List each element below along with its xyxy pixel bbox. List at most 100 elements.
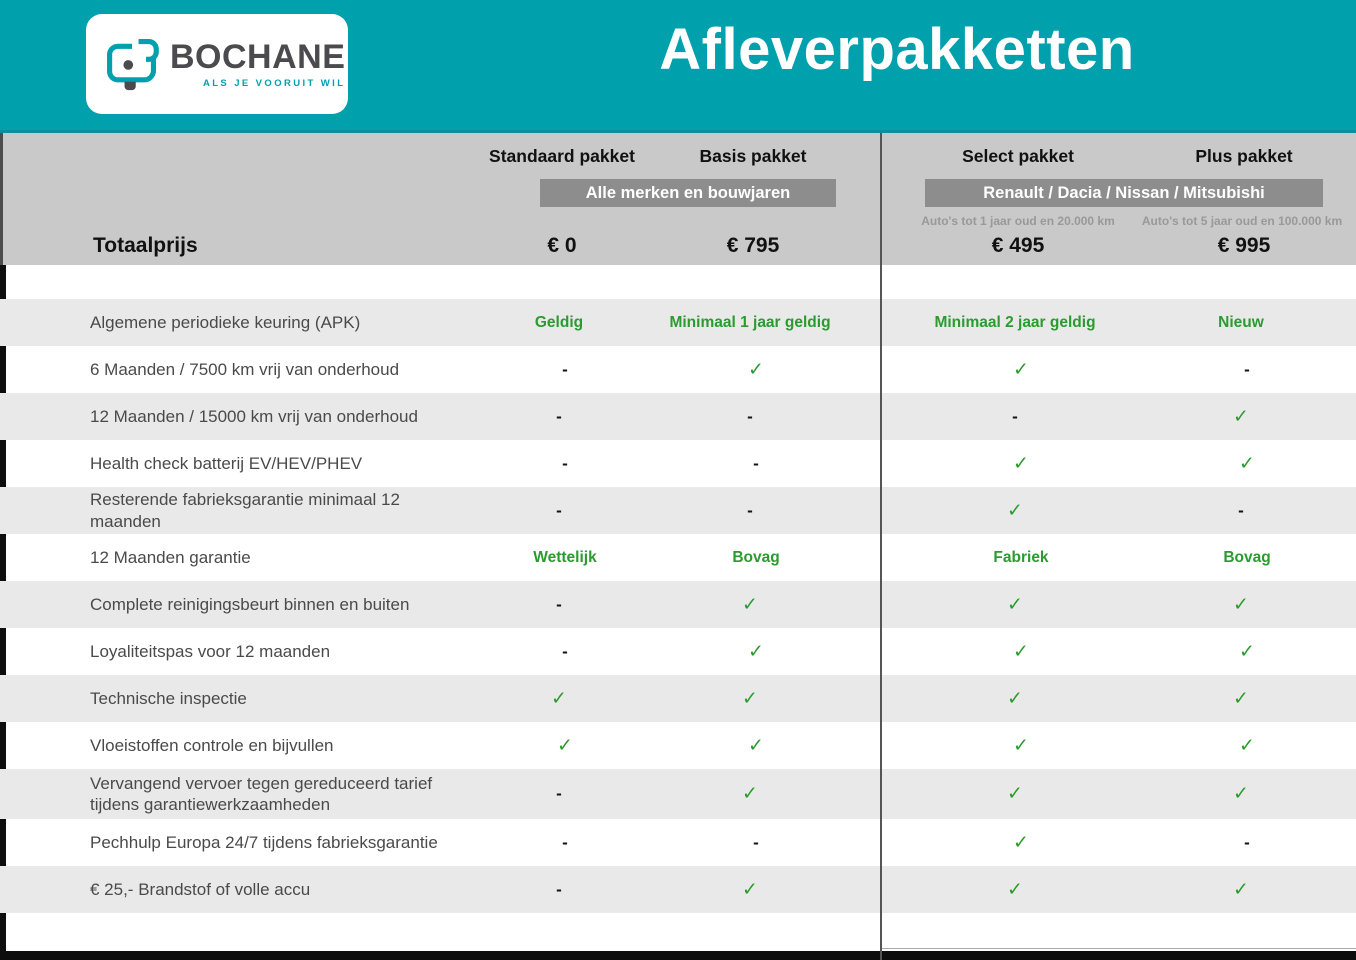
group-band-renault-group: Renault / Dacia / Nissan / Mitsubishi bbox=[925, 179, 1323, 207]
value-basis: - bbox=[747, 406, 753, 426]
value-plus: ✓ bbox=[1233, 594, 1249, 615]
car-logo-icon bbox=[104, 35, 160, 98]
value-basis: ✓ bbox=[748, 359, 764, 380]
package-note-select: Auto's tot 1 jaar oud en 20.000 km bbox=[921, 214, 1115, 228]
brand-name: BOCHANE bbox=[170, 37, 346, 76]
value-plus: ✓ bbox=[1239, 735, 1255, 756]
page-header: BOCHANE ALS JE VOORUIT WIL Afleverpakket… bbox=[0, 0, 1356, 133]
value-standaard: - bbox=[562, 641, 568, 661]
value-select: ✓ bbox=[1007, 688, 1023, 709]
feature-label: 12 Maanden garantie bbox=[90, 547, 251, 567]
value-standaard: Wettelijk bbox=[533, 548, 597, 566]
table-row: 12 Maanden / 15000 km vrij van onderhoud… bbox=[0, 393, 1356, 440]
feature-label: Algemene periodieke keuring (APK) bbox=[90, 312, 361, 332]
price-select: € 495 bbox=[991, 234, 1045, 257]
package-title-basis: Basis pakket bbox=[699, 146, 807, 166]
feature-label: Loyaliteitspas voor 12 maanden bbox=[90, 641, 331, 661]
table-top-spacer bbox=[0, 265, 1356, 299]
value-basis: ✓ bbox=[742, 594, 758, 615]
value-standaard: - bbox=[562, 832, 568, 852]
value-basis: ✓ bbox=[748, 735, 764, 756]
value-standaard: - bbox=[556, 879, 562, 899]
table-row: Vervangend vervoer tegen gereduceerd tar… bbox=[0, 769, 1356, 819]
table-row: Resterende fabrieksgarantie minimaal 12 … bbox=[0, 487, 1356, 534]
pricing-header: Standaard pakket Basis pakket Select pak… bbox=[0, 133, 1356, 265]
page-bottom-border bbox=[0, 951, 1356, 960]
value-basis: - bbox=[747, 500, 753, 520]
price-plus: € 995 bbox=[1217, 234, 1271, 257]
value-standaard: - bbox=[556, 406, 562, 426]
value-plus: ✓ bbox=[1239, 641, 1255, 662]
package-title-standaard: Standaard pakket bbox=[489, 146, 635, 166]
value-select: ✓ bbox=[1007, 594, 1023, 615]
value-select: ✓ bbox=[1007, 500, 1023, 521]
table-row: 6 Maanden / 7500 km vrij van onderhoud -… bbox=[0, 346, 1356, 393]
value-standaard: - bbox=[556, 784, 562, 803]
value-plus: ✓ bbox=[1239, 453, 1255, 474]
brand-tagline: ALS JE VOORUIT WIL bbox=[202, 77, 346, 89]
value-plus: - bbox=[1238, 500, 1244, 520]
table-row: Health check batterij EV/HEV/PHEV - - ✓ … bbox=[0, 440, 1356, 487]
value-select: ✓ bbox=[1013, 641, 1029, 662]
value-select: ✓ bbox=[1007, 879, 1023, 900]
feature-label: Pechhulp Europa 24/7 tijdens fabrieksgar… bbox=[90, 832, 438, 852]
value-plus: ✓ bbox=[1233, 406, 1249, 427]
value-basis: - bbox=[753, 453, 759, 473]
feature-label: Complete reinigingsbeurt binnen en buite… bbox=[90, 594, 410, 614]
price-basis: € 795 bbox=[726, 234, 780, 257]
value-select: ✓ bbox=[1007, 783, 1023, 805]
value-basis: Bovag bbox=[732, 548, 780, 566]
value-basis: - bbox=[753, 832, 759, 852]
feature-table: Algemene periodieke keuring (APK) Geldig… bbox=[0, 265, 1356, 960]
table-row: Technische inspectie ✓ ✓ ✓ ✓ bbox=[0, 675, 1356, 722]
table-row: Algemene periodieke keuring (APK) Geldig… bbox=[0, 299, 1356, 346]
group-band-all-brands: Alle merken en bouwjaren bbox=[540, 179, 836, 207]
table-row: Pechhulp Europa 24/7 tijdens fabrieksgar… bbox=[0, 819, 1356, 866]
value-plus: ✓ bbox=[1233, 688, 1249, 709]
right-section-baseline bbox=[882, 948, 1356, 949]
price-standaard: € 0 bbox=[547, 234, 577, 257]
package-title-plus: Plus pakket bbox=[1195, 146, 1293, 166]
page-title: Afleverpakketten bbox=[659, 17, 1135, 82]
value-select: - bbox=[1012, 406, 1018, 426]
value-basis: Minimaal 1 jaar geldig bbox=[669, 313, 831, 331]
feature-label: Health check batterij EV/HEV/PHEV bbox=[90, 453, 363, 473]
table-row: Vloeistoffen controle en bijvullen ✓ ✓ ✓… bbox=[0, 722, 1356, 769]
value-plus: Bovag bbox=[1223, 548, 1271, 566]
value-plus: - bbox=[1244, 359, 1250, 379]
table-bottom-spacer bbox=[0, 913, 1356, 951]
feature-label: Vloeistoffen controle en bijvullen bbox=[90, 735, 334, 755]
feature-label: Technische inspectie bbox=[90, 688, 247, 708]
value-select: Minimaal 2 jaar geldig bbox=[934, 313, 1096, 331]
value-standaard: ✓ bbox=[557, 735, 573, 756]
feature-label: 6 Maanden / 7500 km vrij van onderhoud bbox=[90, 359, 400, 379]
table-row: Complete reinigingsbeurt binnen en buite… bbox=[0, 581, 1356, 628]
value-plus: ✓ bbox=[1233, 879, 1249, 900]
value-standaard: - bbox=[562, 453, 568, 473]
package-note-plus: Auto's tot 5 jaar oud en 100.000 km bbox=[1141, 214, 1343, 228]
value-select: Fabriek bbox=[993, 548, 1049, 566]
table-row: Loyaliteitspas voor 12 maanden - ✓ ✓ ✓ bbox=[0, 628, 1356, 675]
value-standaard: ✓ bbox=[551, 688, 567, 709]
value-plus: ✓ bbox=[1233, 783, 1249, 805]
feature-label: € 25,- Brandstof of volle accu bbox=[90, 879, 311, 899]
table-row: € 25,- Brandstof of volle accu - ✓ ✓ ✓ bbox=[0, 866, 1356, 913]
value-basis: ✓ bbox=[742, 688, 758, 709]
value-plus: Nieuw bbox=[1218, 313, 1264, 331]
value-standaard: Geldig bbox=[534, 313, 584, 331]
value-select: ✓ bbox=[1013, 453, 1029, 474]
value-plus: - bbox=[1244, 832, 1250, 852]
package-title-select: Select pakket bbox=[962, 146, 1074, 166]
package-group-divider bbox=[880, 133, 882, 960]
value-select: ✓ bbox=[1013, 359, 1029, 380]
feature-rows: Algemene periodieke keuring (APK) Geldig… bbox=[0, 299, 1356, 913]
value-select: ✓ bbox=[1013, 735, 1029, 756]
logo-text-block: BOCHANE ALS JE VOORUIT WIL bbox=[170, 40, 345, 89]
value-basis: ✓ bbox=[742, 879, 758, 900]
value-standaard: - bbox=[562, 359, 568, 379]
feature-label: Vervangend vervoer tegen gereduceerd tar… bbox=[90, 773, 433, 814]
value-standaard: - bbox=[556, 500, 562, 520]
feature-label: 12 Maanden / 15000 km vrij van onderhoud bbox=[90, 406, 418, 426]
value-standaard: - bbox=[556, 594, 562, 614]
